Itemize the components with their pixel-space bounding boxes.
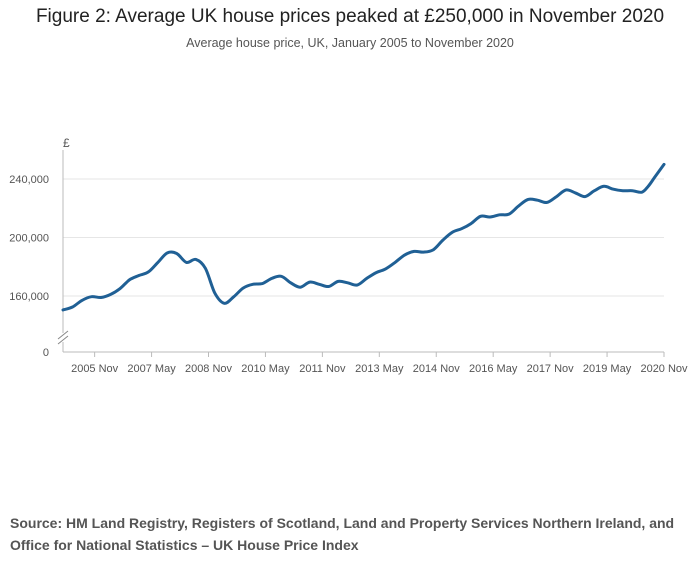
line-chart: 0 160,000 200,000 240,000 £ 2005 Nov 2007 May…	[9, 136, 688, 375]
x-tick-label: 2020 Nov	[640, 363, 688, 375]
data-point	[280, 275, 283, 278]
data-point	[375, 271, 378, 274]
data-point	[80, 299, 84, 302]
data-point	[61, 308, 65, 312]
chart-subtitle: Average house price, UK, January 2005 to…	[186, 36, 514, 50]
data-point	[270, 277, 273, 280]
x-tick-label: 2016 May	[469, 363, 518, 375]
x-tick-label: 2014 Nov	[413, 363, 461, 375]
data-point	[308, 280, 311, 284]
series-layer	[61, 162, 666, 312]
data-point	[612, 188, 615, 191]
data-point	[450, 231, 454, 234]
data-point	[166, 251, 169, 255]
data-point	[422, 250, 425, 254]
data-point	[593, 189, 596, 192]
data-point	[574, 191, 577, 195]
x-tick-label: 2008 Nov	[185, 363, 233, 375]
data-point	[71, 305, 74, 309]
x-tick-label: 2005 Nov	[71, 363, 119, 375]
data-point	[232, 295, 235, 298]
data-point	[507, 212, 511, 216]
data-point	[327, 285, 330, 288]
axis-break-mark	[57, 335, 69, 345]
y-tick-label: 160,000	[9, 291, 49, 303]
data-point	[213, 291, 216, 295]
data-point	[261, 282, 264, 285]
data-point	[223, 302, 226, 305]
data-point	[469, 222, 473, 225]
data-point	[128, 278, 131, 282]
data-point	[175, 252, 179, 255]
y-tick-label: 0	[43, 347, 49, 359]
data-point	[517, 204, 520, 208]
data-point	[412, 250, 416, 253]
source-note: Source: HM Land Registry, Registers of S…	[10, 515, 675, 553]
data-point	[647, 185, 650, 188]
data-point	[431, 248, 435, 252]
data-point	[346, 281, 349, 284]
chart-title: Figure 2: Average UK house prices peaked…	[35, 6, 665, 27]
data-point	[441, 239, 444, 242]
y-axis-ticks: 0 160,000 200,000 240,000 £	[9, 136, 70, 359]
data-point	[147, 270, 150, 274]
data-point	[185, 261, 188, 264]
data-point	[602, 185, 606, 188]
data-point	[384, 267, 387, 271]
data-point	[109, 293, 112, 296]
data-point	[662, 163, 666, 166]
data-point	[640, 191, 644, 194]
data-point	[536, 199, 539, 202]
data-point	[299, 286, 302, 289]
data-point	[583, 195, 587, 198]
x-tick-label: 2007 May	[127, 363, 176, 375]
data-point	[631, 189, 634, 192]
data-point	[194, 258, 198, 261]
data-point	[356, 283, 359, 287]
data-point	[137, 274, 141, 277]
data-point	[337, 280, 340, 283]
x-tick-label: 2011 Nov	[299, 363, 346, 375]
data-point	[653, 176, 656, 179]
axes	[57, 150, 664, 353]
data-point	[393, 261, 397, 264]
data-point	[156, 261, 160, 264]
data-point	[365, 277, 368, 280]
y-tick-label: 200,000	[9, 233, 49, 245]
axis-break-mark	[57, 330, 69, 340]
data-point	[403, 253, 406, 257]
data-point	[621, 189, 625, 192]
x-tick-label: 2019 May	[583, 363, 632, 375]
data-point	[242, 286, 245, 290]
data-point	[289, 281, 292, 284]
data-point	[526, 198, 530, 201]
y-axis-unit-label: £	[63, 136, 70, 150]
y-tick-label: 240,000	[9, 174, 49, 186]
x-axis-ticks: 2005 Nov 2007 May 2008 Nov 2010 May 2011 Nov…	[71, 352, 688, 375]
data-point	[251, 283, 254, 286]
data-point	[488, 215, 492, 219]
data-point	[498, 213, 501, 216]
x-tick-label: 2017 Nov	[527, 363, 575, 375]
data-point	[118, 287, 122, 290]
data-point	[204, 267, 207, 270]
data-point	[555, 195, 558, 198]
data-point	[90, 295, 93, 298]
data-point	[318, 283, 321, 286]
data-point	[545, 201, 549, 204]
x-tick-label: 2010 May	[241, 363, 290, 375]
gridlines	[63, 178, 664, 297]
data-point	[564, 188, 568, 192]
data-point	[479, 215, 482, 218]
x-tick-label: 2013 May	[355, 363, 404, 375]
data-point	[99, 296, 103, 299]
data-point	[460, 227, 463, 230]
